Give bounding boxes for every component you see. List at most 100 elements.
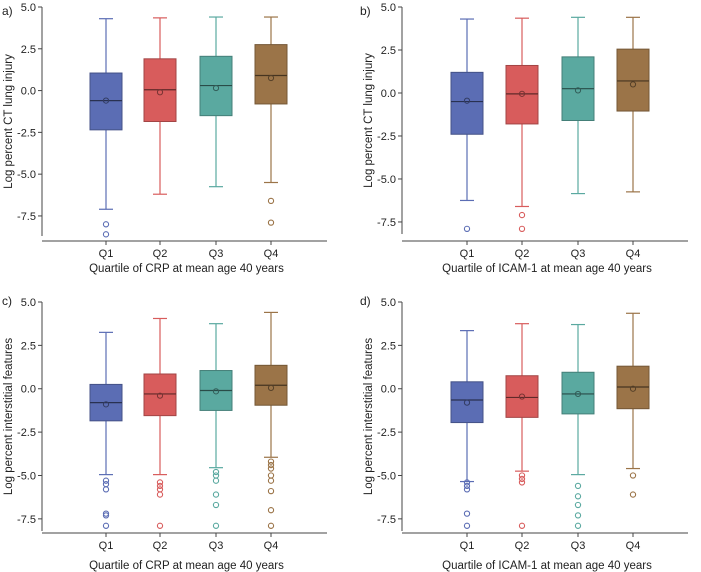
x-tick-label: Q4 bbox=[626, 540, 641, 552]
box-q1: Q1 bbox=[450, 18, 484, 260]
x-tick-label: Q3 bbox=[571, 248, 586, 260]
mean-marker bbox=[156, 392, 164, 399]
box-q4: Q4 bbox=[254, 16, 288, 260]
chart-panel-b: b) 5.0 2.5 0.0 -2.5 -5.0 -7.5 Log percent CT lu… bbox=[360, 2, 688, 275]
outlier-point bbox=[518, 472, 526, 479]
iqr-box bbox=[616, 48, 650, 112]
outlier-point bbox=[102, 486, 110, 493]
y-axis-title: Log percent interstitial features bbox=[363, 338, 375, 496]
y-tick-label: -2.5 bbox=[17, 127, 36, 139]
outlier-point bbox=[102, 522, 110, 529]
panel-label: b) bbox=[360, 4, 371, 18]
outlier-point bbox=[212, 501, 220, 509]
mean-marker bbox=[463, 399, 471, 406]
box-q4: Q4 bbox=[254, 311, 288, 552]
x-axis-title: Quartile of CRP at mean age 40 years bbox=[89, 263, 284, 275]
mean-marker bbox=[629, 385, 637, 392]
chart-panel-d: d) 5.0 2.5 0.0 -2.5 -5.0 -7.5 Log percent inter… bbox=[360, 294, 688, 572]
y-tick-label: -5.0 bbox=[377, 174, 396, 186]
x-tick-label: Q4 bbox=[264, 248, 279, 260]
outlier-point bbox=[267, 507, 275, 514]
outlier-point bbox=[463, 486, 471, 493]
y-tick-label: 5.0 bbox=[21, 2, 36, 14]
outlier-point bbox=[574, 522, 582, 529]
outlier-point bbox=[156, 522, 164, 529]
box-q4: Q4 bbox=[616, 16, 650, 260]
outlier-point bbox=[267, 522, 275, 529]
x-tick-label: Q1 bbox=[460, 248, 475, 260]
outlier-point bbox=[156, 482, 164, 490]
panel-label: c) bbox=[2, 294, 12, 308]
y-tick-label: 2.5 bbox=[381, 45, 396, 57]
panel-label: a) bbox=[2, 4, 13, 18]
y-tick-label: 0.0 bbox=[381, 88, 396, 100]
outlier-point bbox=[463, 482, 471, 490]
iqr-box bbox=[450, 381, 484, 424]
x-tick-label: Q4 bbox=[264, 540, 279, 552]
box-q2: Q2 bbox=[143, 17, 177, 260]
mean-marker bbox=[574, 87, 582, 94]
iqr-box bbox=[505, 64, 539, 125]
outlier-point bbox=[267, 461, 275, 469]
outlier-point bbox=[574, 482, 582, 490]
outlier-point bbox=[574, 501, 582, 509]
outlier-point bbox=[463, 225, 471, 232]
y-tick-label: -7.5 bbox=[377, 217, 396, 229]
mean-marker bbox=[156, 89, 164, 96]
mean-marker bbox=[267, 384, 275, 391]
outlier-point bbox=[518, 522, 526, 529]
box-q3: Q3 bbox=[199, 16, 233, 260]
x-tick-label: Q2 bbox=[515, 248, 530, 260]
outlier-point bbox=[518, 225, 526, 232]
box-q3: Q3 bbox=[561, 16, 595, 260]
box-q1: Q1 bbox=[450, 330, 484, 552]
x-tick-label: Q3 bbox=[209, 540, 224, 552]
box-q4: Q4 bbox=[616, 312, 650, 552]
y-tick-label: 5.0 bbox=[381, 297, 396, 309]
outlier-point bbox=[156, 479, 164, 486]
outlier-point bbox=[267, 487, 275, 495]
box-q1: Q1 bbox=[89, 18, 123, 260]
mean-marker bbox=[518, 393, 526, 400]
outlier-point bbox=[267, 219, 275, 226]
outlier-point bbox=[267, 197, 275, 205]
y-tick-label: 0.0 bbox=[21, 86, 36, 98]
box-q3: Q3 bbox=[199, 323, 233, 552]
box-q2: Q2 bbox=[505, 323, 539, 552]
x-axis-title: Quartile of ICAM-1 at mean age 40 years bbox=[442, 560, 652, 572]
y-tick-label: -7.5 bbox=[377, 514, 396, 526]
outlier-point bbox=[102, 481, 110, 488]
y-tick-label: -5.0 bbox=[17, 470, 36, 482]
y-tick-label: -2.5 bbox=[17, 427, 36, 439]
mean-marker bbox=[463, 97, 471, 104]
y-axis-title: Log percent interstitial features bbox=[3, 338, 15, 496]
outlier-point bbox=[212, 477, 220, 484]
mean-marker bbox=[518, 90, 526, 97]
x-tick-label: Q1 bbox=[99, 248, 114, 260]
iqr-box bbox=[143, 373, 177, 417]
outlier-point bbox=[574, 512, 582, 519]
outlier-point bbox=[629, 491, 637, 498]
mean-marker bbox=[212, 84, 220, 92]
panel-label: d) bbox=[360, 294, 371, 308]
outlier-point bbox=[156, 491, 164, 498]
outlier-point bbox=[102, 231, 110, 238]
outlier-point bbox=[463, 510, 471, 517]
outlier-point bbox=[267, 458, 275, 465]
y-tick-label: 2.5 bbox=[21, 44, 36, 56]
outlier-point bbox=[629, 472, 637, 479]
y-tick-label: 0.0 bbox=[21, 384, 36, 396]
y-tick-label: 0.0 bbox=[381, 384, 396, 396]
y-tick-label: -2.5 bbox=[377, 131, 396, 143]
iqr-box bbox=[505, 375, 539, 418]
iqr-box bbox=[561, 371, 595, 415]
x-tick-label: Q3 bbox=[209, 248, 224, 260]
y-tick-label: 5.0 bbox=[21, 297, 36, 309]
x-tick-label: Q1 bbox=[460, 540, 475, 552]
box-q2: Q2 bbox=[505, 17, 539, 260]
y-tick-label: -7.5 bbox=[17, 211, 36, 223]
outlier-point bbox=[212, 522, 220, 529]
outlier-point bbox=[267, 477, 275, 484]
outlier-point bbox=[518, 479, 526, 486]
